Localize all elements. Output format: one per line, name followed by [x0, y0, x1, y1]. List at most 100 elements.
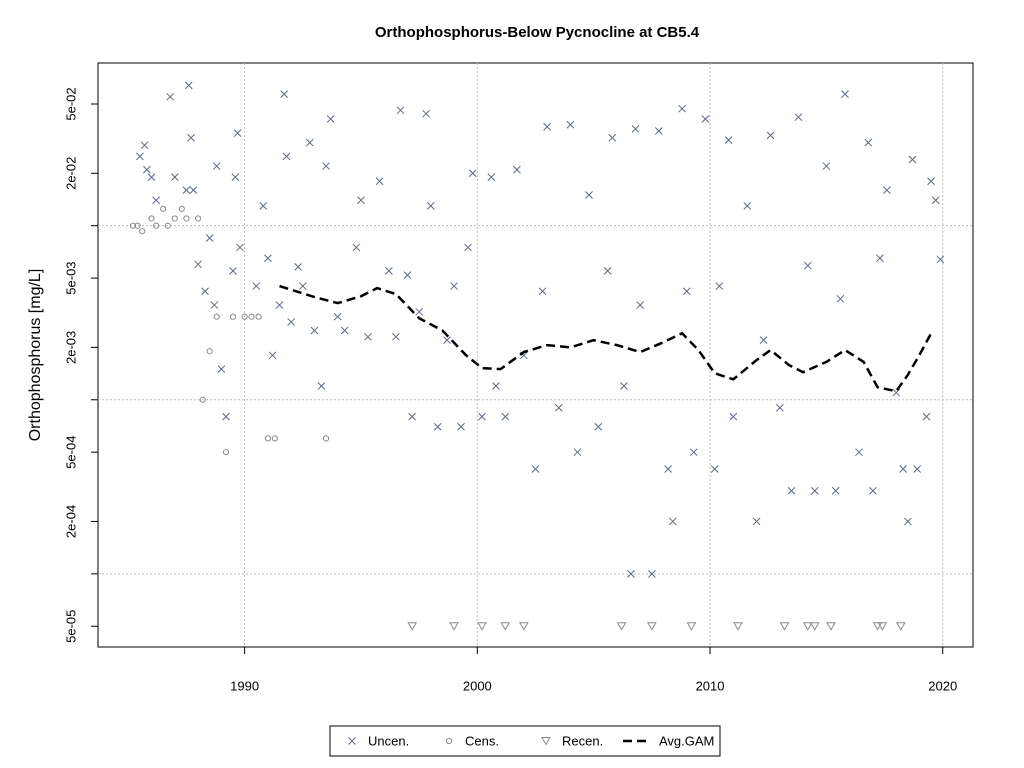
y-tick-label: 5e-04 — [63, 436, 78, 469]
point-uncensored — [803, 261, 812, 270]
point-uncensored — [636, 301, 645, 309]
point-uncensored — [487, 173, 496, 182]
point-uncensored — [566, 120, 575, 129]
point-uncensored — [322, 162, 330, 170]
point-uncensored — [664, 465, 672, 473]
point-censored — [206, 348, 213, 355]
point-uncensored — [443, 336, 451, 345]
point-uncensored — [927, 177, 935, 186]
point-censored — [229, 313, 237, 320]
point-uncensored — [252, 282, 261, 290]
point-uncensored — [194, 260, 202, 269]
point-uncensored — [212, 162, 221, 170]
point-uncensored — [766, 131, 775, 140]
point-uncensored — [143, 165, 151, 174]
point-uncensored — [627, 569, 635, 578]
point-uncensored — [729, 412, 738, 421]
point-uncensored — [883, 186, 891, 195]
point-recensored — [646, 622, 657, 631]
point-recensored — [826, 622, 836, 631]
y-tick-label: 2e-02 — [63, 157, 78, 190]
point-uncensored — [603, 267, 612, 275]
point-uncensored — [140, 141, 149, 150]
point-uncensored — [668, 517, 677, 526]
point-uncensored — [287, 318, 296, 326]
point-uncensored — [913, 465, 922, 473]
point-uncensored — [210, 301, 219, 309]
point-censored — [129, 222, 137, 229]
point-censored — [241, 313, 248, 320]
point-uncensored — [543, 122, 551, 131]
point-recensored — [877, 622, 888, 631]
point-uncensored — [876, 254, 884, 263]
point-censored — [164, 222, 171, 229]
point-uncensored — [310, 326, 319, 335]
point-uncensored — [903, 517, 912, 526]
point-uncensored — [147, 173, 156, 182]
point-censored — [183, 215, 190, 222]
point-uncensored — [554, 403, 563, 412]
point-uncensored — [775, 403, 784, 412]
point-recensored — [616, 622, 627, 631]
legend-label: Avg.GAM — [659, 733, 714, 748]
point-uncensored — [936, 255, 945, 264]
point-uncensored — [513, 165, 521, 174]
point-uncensored — [268, 351, 277, 360]
legend-label: Uncen. — [368, 733, 409, 748]
point-uncensored — [364, 332, 372, 341]
point-uncensored — [531, 465, 540, 473]
gam-line — [279, 284, 933, 393]
y-tick-label: 2e-04 — [63, 505, 78, 538]
point-uncensored — [229, 267, 237, 275]
x-tick-label: 2020 — [928, 678, 957, 693]
y-tick-label: 2e-03 — [63, 331, 78, 364]
y-tick-label: 5e-05 — [63, 610, 78, 643]
point-uncensored — [759, 336, 768, 345]
point-recensored — [895, 622, 906, 631]
point-uncensored — [810, 486, 819, 495]
point-censored — [222, 449, 230, 456]
point-recensored — [802, 622, 813, 631]
point-uncensored — [415, 307, 423, 316]
y-axis-label: Orthophosphorus [mg/L] — [27, 269, 44, 442]
point-uncensored — [710, 465, 719, 473]
point-uncensored — [205, 234, 214, 242]
point-uncensored — [464, 243, 472, 252]
point-uncensored — [236, 243, 244, 252]
point-censored — [264, 435, 271, 442]
point-uncensored — [501, 412, 510, 421]
legend-swatch — [541, 737, 551, 746]
point-uncensored — [822, 162, 831, 170]
point-uncensored — [275, 301, 284, 309]
point-uncensored — [892, 388, 901, 397]
point-uncensored — [170, 173, 179, 182]
plot-frame — [97, 62, 974, 648]
point-uncensored — [340, 326, 349, 335]
point-uncensored — [922, 412, 931, 421]
point-uncensored — [682, 287, 691, 296]
point-uncensored — [585, 191, 593, 199]
point-uncensored — [794, 113, 803, 122]
point-censored — [322, 435, 330, 442]
point-censored — [194, 215, 202, 222]
point-uncensored — [282, 152, 291, 161]
point-uncensored — [752, 517, 761, 526]
point-censored — [248, 313, 255, 320]
legend-label: Recen. — [562, 733, 603, 748]
point-recensored — [809, 622, 820, 631]
point-uncensored — [166, 92, 174, 101]
point-recensored — [477, 622, 487, 631]
point-uncensored — [305, 138, 314, 147]
point-censored — [213, 313, 220, 320]
point-uncensored — [678, 104, 686, 113]
point-uncensored — [841, 90, 849, 98]
point-uncensored — [492, 382, 500, 390]
point-censored — [171, 215, 178, 222]
point-uncensored — [333, 312, 342, 321]
point-uncensored — [264, 254, 272, 263]
point-uncensored — [836, 294, 845, 303]
point-censored — [148, 215, 155, 222]
point-censored — [178, 205, 185, 212]
point-uncensored — [648, 569, 656, 578]
point-uncensored — [217, 365, 226, 373]
